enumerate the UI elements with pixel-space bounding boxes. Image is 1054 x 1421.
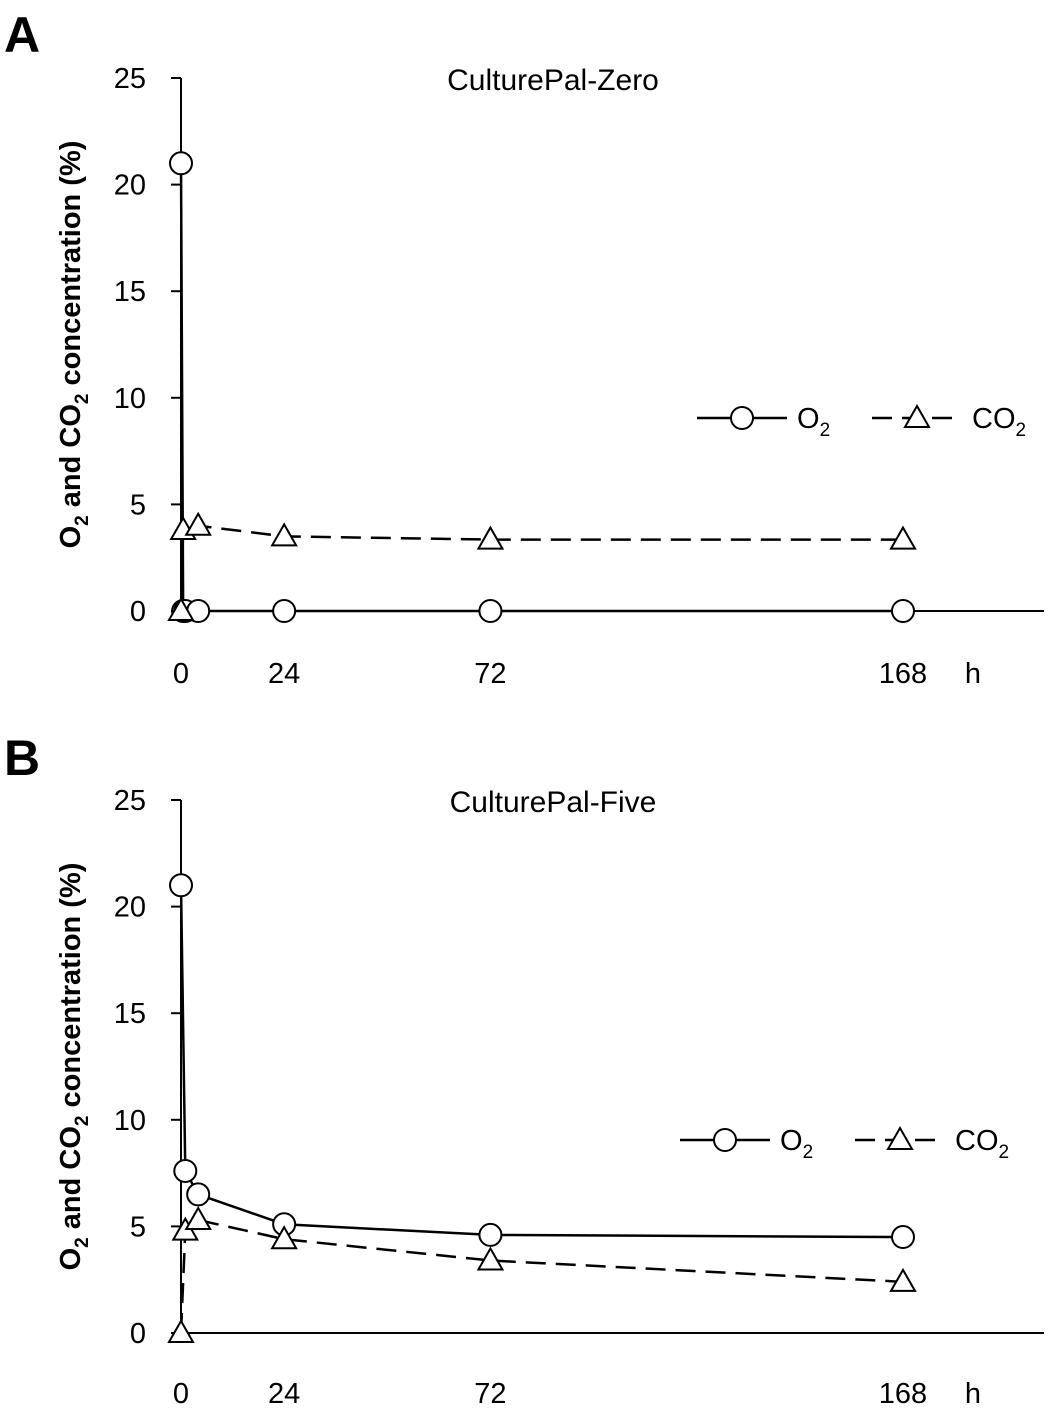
legend-marker-circle <box>730 406 754 430</box>
data-point-triangle <box>889 1267 917 1292</box>
chart-title: CulturePal-Zero <box>447 64 659 97</box>
series-line <box>179 524 903 612</box>
legend: O2 CO2 <box>680 1125 1009 1163</box>
y-axis-label-part: and CO <box>55 1126 87 1237</box>
data-point-triangle <box>184 511 212 536</box>
y-axis-label: O2 and CO2 concentration (%) <box>55 863 93 1271</box>
legend-label-part: CO <box>955 1125 999 1157</box>
legend-label: CO2 <box>972 403 1026 441</box>
y-tick-label: 5 <box>130 489 146 521</box>
data-point-circle <box>478 1222 503 1247</box>
y-tick-label: 20 <box>114 892 146 924</box>
series-line <box>179 885 904 1239</box>
y-tick-label: 15 <box>114 998 146 1030</box>
y-tick-label: 5 <box>130 1211 146 1243</box>
legend-label-part: 2 <box>999 1142 1010 1163</box>
y-tick-label: 0 <box>130 596 146 628</box>
x-tick-label: 24 <box>268 1378 300 1410</box>
data-point-triangle <box>476 525 505 550</box>
x-unit-label: h <box>965 1378 981 1410</box>
y-axis-label-part: O <box>55 1248 87 1271</box>
legend-label-part: 2 <box>1016 420 1027 441</box>
legend-label-part: 2 <box>820 420 831 441</box>
legend: O2 CO2 <box>697 403 1026 441</box>
y-axis-label-part: 2 <box>72 1237 93 1248</box>
legend-marker-triangle <box>886 1125 914 1150</box>
y-axis-label-part: concentration (%) <box>55 863 87 1116</box>
y-tick-label: 25 <box>114 785 146 817</box>
series-co2 <box>167 1205 917 1343</box>
series-o2 <box>169 873 915 1250</box>
x-tick-label: 24 <box>268 658 300 690</box>
y-axis-label-part: 2 <box>72 1116 93 1127</box>
data-point-circle <box>186 1182 211 1207</box>
x-tick-label: 0 <box>173 1378 189 1410</box>
x-tick-label: 72 <box>474 658 506 690</box>
y-tick-label: 10 <box>114 383 146 415</box>
legend-marker-circle <box>713 1128 737 1152</box>
y-axis-label: O2 and CO2 concentration (%) <box>55 141 93 549</box>
data-point-circle <box>891 1225 915 1250</box>
series-line <box>179 1218 904 1334</box>
y-tick-label: 25 <box>114 63 146 95</box>
data-point-circle <box>169 151 193 176</box>
x-tick-label: 168 <box>879 658 927 690</box>
panel-letter: A <box>4 7 40 63</box>
y-tick-label: 10 <box>114 1105 146 1137</box>
y-axis-label-part: and CO <box>55 404 87 515</box>
data-point-triangle <box>270 1225 298 1250</box>
legend-label: O2 <box>797 403 830 441</box>
chart-title: CulturePal-Five <box>450 786 657 819</box>
data-point-triangle <box>167 596 195 621</box>
y-axis-label-part: concentration (%) <box>55 141 87 394</box>
data-point-circle <box>272 599 297 623</box>
x-tick-label: 0 <box>173 658 189 690</box>
data-point-triangle <box>270 522 298 547</box>
legend-label: O2 <box>780 1125 813 1163</box>
legend-label-part: O <box>780 1125 803 1157</box>
panel-letter: B <box>4 730 40 786</box>
legend-marker-triangle <box>903 403 931 428</box>
legend-label: CO2 <box>955 1125 1009 1163</box>
legend-label-part: O <box>797 403 820 435</box>
series-o2 <box>169 151 915 623</box>
x-tick-label: 72 <box>474 1378 506 1410</box>
legend-label-part: CO <box>972 403 1016 435</box>
data-point-triangle <box>167 1318 195 1343</box>
y-axis-label-part: 2 <box>72 515 93 526</box>
y-axis-label-part: O <box>55 526 87 549</box>
data-point-triangle <box>889 525 917 550</box>
x-tick-label: 168 <box>879 1378 927 1410</box>
data-point-triangle <box>476 1246 505 1271</box>
data-point-circle <box>173 1158 198 1183</box>
data-point-triangle <box>184 1205 212 1230</box>
legend-label-part: 2 <box>803 1142 814 1163</box>
series-co2 <box>167 511 917 621</box>
y-axis-label-part: 2 <box>72 394 93 405</box>
data-point-circle <box>478 599 503 623</box>
y-tick-label: 15 <box>114 276 146 308</box>
y-tick-label: 0 <box>130 1318 146 1350</box>
y-tick-label: 20 <box>114 170 146 202</box>
data-point-circle <box>891 599 915 623</box>
x-unit-label: h <box>965 658 981 690</box>
data-point-circle <box>169 873 193 898</box>
